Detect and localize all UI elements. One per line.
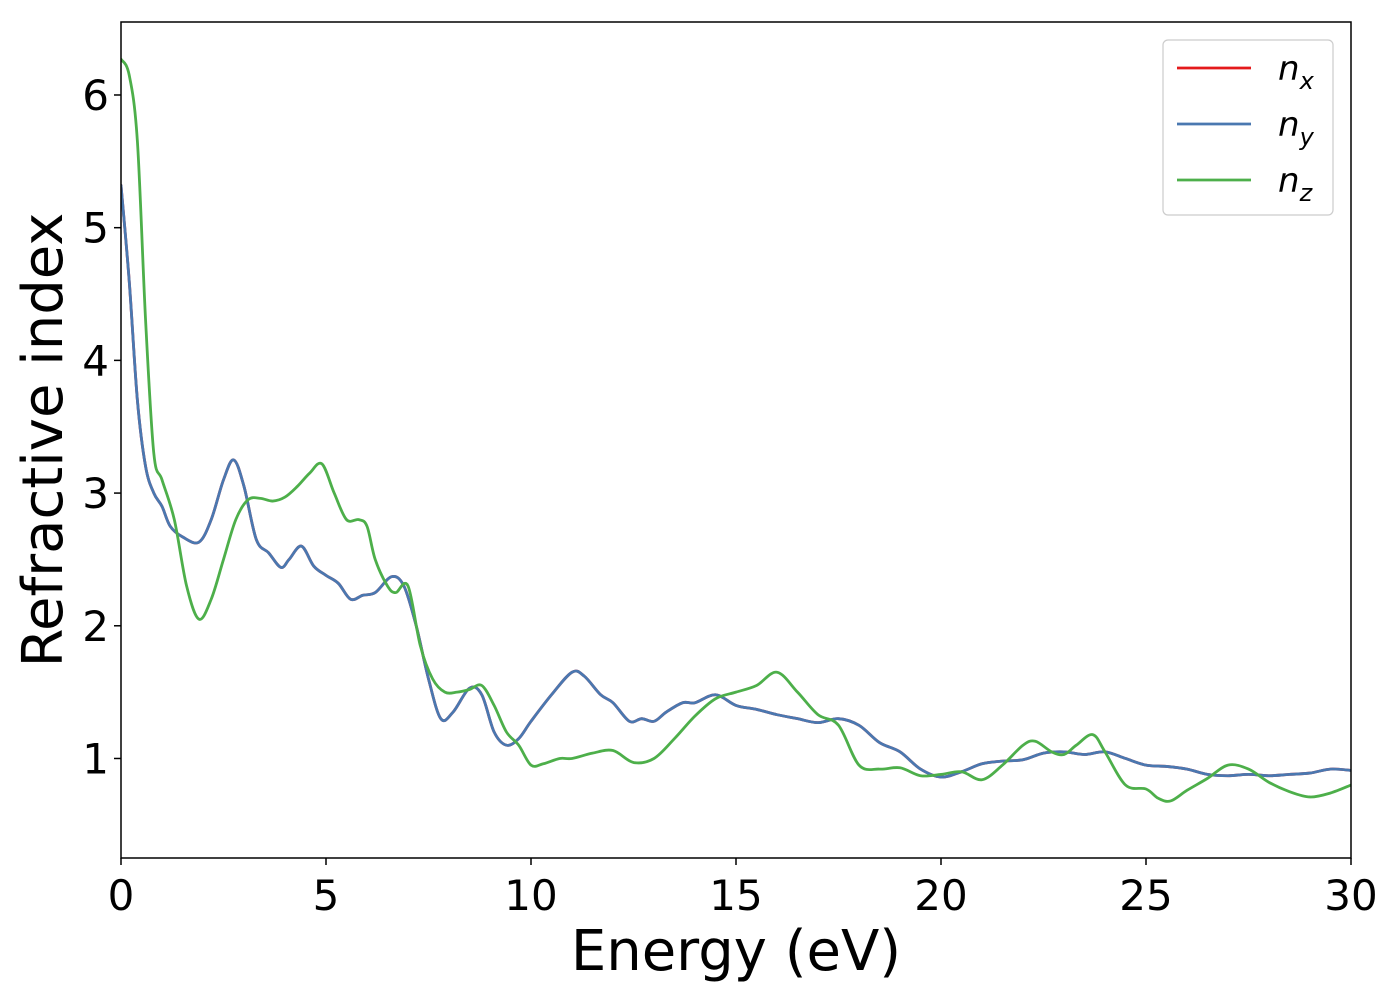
- legend-label-ny: ny: [1278, 105, 1315, 151]
- x-tick-label: 5: [313, 871, 340, 920]
- x-axis-ticks: 0 5 10 15 20 25 30: [108, 858, 1378, 920]
- x-axis-label: Energy (eV): [571, 919, 901, 984]
- legend-label-nx: nx: [1278, 49, 1315, 95]
- legend: nx ny nz: [1162, 39, 1334, 216]
- y-axis-ticks: 1 2 3 4 5 6: [82, 71, 121, 783]
- series-line-nx: [121, 183, 1351, 779]
- x-tick-label: 10: [504, 871, 557, 920]
- y-tick-label: 3: [82, 469, 109, 518]
- y-tick-label: 2: [82, 602, 109, 651]
- series-line-ny: [121, 183, 1351, 779]
- legend-frame: [1162, 39, 1334, 216]
- y-tick-label: 1: [82, 734, 109, 783]
- x-tick-label: 15: [709, 871, 762, 920]
- x-tick-label: 30: [1324, 871, 1377, 920]
- y-tick-label: 6: [82, 71, 109, 120]
- series-line-nz: [121, 57, 1351, 803]
- legend-label-nz: nz: [1278, 161, 1314, 207]
- x-tick-label: 20: [914, 871, 967, 920]
- series-layer: [121, 57, 1351, 803]
- y-tick-label: 5: [82, 204, 109, 253]
- y-tick-label: 4: [82, 336, 109, 385]
- x-tick-label: 25: [1119, 871, 1172, 920]
- y-axis-label: Refractive index: [11, 213, 76, 668]
- x-tick-label: 0: [108, 871, 135, 920]
